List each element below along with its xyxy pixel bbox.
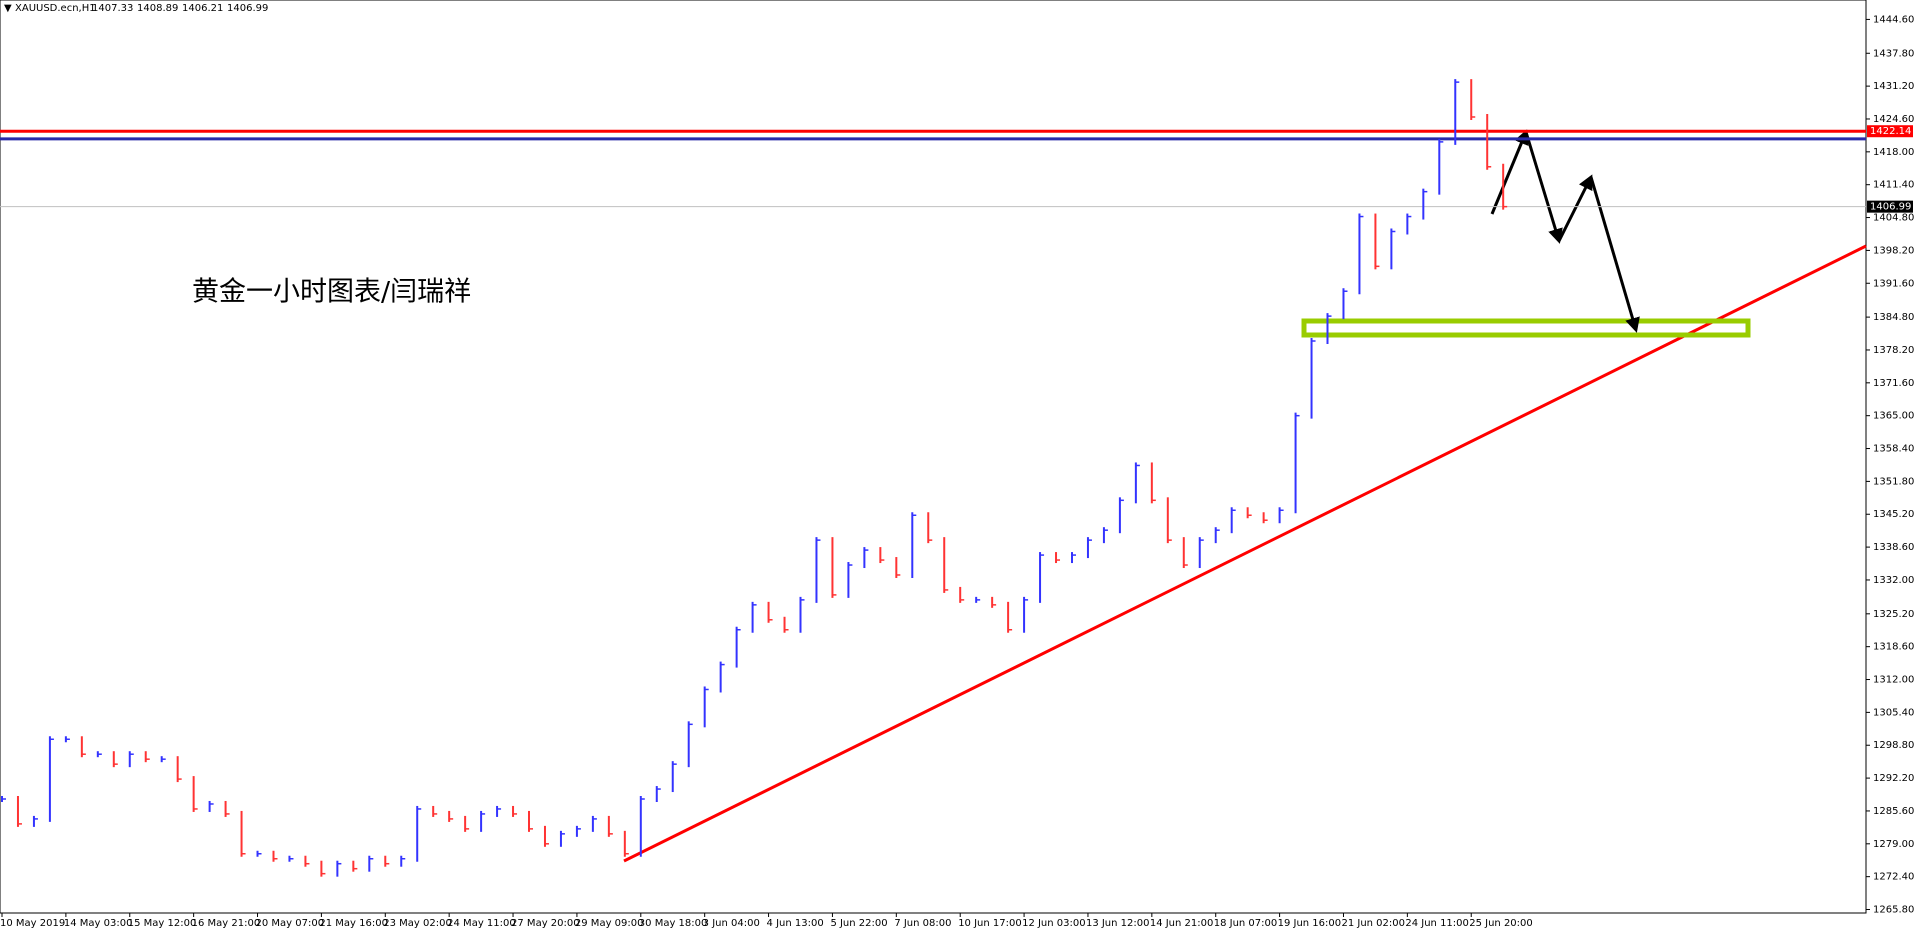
y-tick-label: 1351.80 xyxy=(1873,476,1914,487)
y-tick-label: 1305.40 xyxy=(1873,707,1914,718)
y-tick-label: 1444.60 xyxy=(1873,14,1914,25)
x-tick-label: 25 Jun 20:00 xyxy=(1469,918,1533,929)
y-tick-label: 1418.00 xyxy=(1873,147,1914,158)
y-tick-label: 1312.00 xyxy=(1873,675,1914,686)
forecast-arrow xyxy=(1490,129,1529,215)
x-tick-label: 4 Jun 13:00 xyxy=(767,918,824,929)
x-tick-label: 3 Jun 04:00 xyxy=(703,918,760,929)
y-tick-label: 1332.00 xyxy=(1873,575,1914,586)
y-tick-label: 1338.60 xyxy=(1873,542,1914,553)
current-price-tag xyxy=(1867,200,1913,213)
y-tick-label: 1384.80 xyxy=(1873,312,1914,323)
x-tick-label: 21 May 16:00 xyxy=(319,918,388,929)
x-tick-label: 14 May 03:00 xyxy=(64,918,133,929)
header-arrow: ▼ xyxy=(4,3,12,14)
y-tick-label: 1325.20 xyxy=(1873,609,1914,620)
symbol: XAUUSD.ecn,H1 xyxy=(15,3,96,14)
x-tick-label: 15 May 12:00 xyxy=(128,918,197,929)
x-tick-label: 23 May 02:00 xyxy=(383,918,452,929)
plot-frame xyxy=(0,0,1867,914)
y-tick-label: 1431.20 xyxy=(1873,81,1914,92)
price-level-label: 1422.14 xyxy=(1870,126,1911,137)
x-tick-label: 29 May 09:00 xyxy=(575,918,644,929)
x-tick-label: 18 Jun 07:00 xyxy=(1214,918,1278,929)
trend-line xyxy=(623,244,1867,863)
forecast-arrow xyxy=(1524,131,1563,244)
y-tick-label: 1279.00 xyxy=(1873,839,1914,850)
y-tick-label: 1345.20 xyxy=(1873,509,1914,520)
y-tick-label: 1272.40 xyxy=(1873,872,1914,883)
header-value: 1406.21 xyxy=(182,3,223,14)
x-tick-label: 10 Jun 17:00 xyxy=(958,918,1022,929)
annotation: 黄金一小时图表/闫瑞祥 xyxy=(192,277,471,308)
support-zone xyxy=(1301,318,1751,338)
x-tick-label: 24 Jun 11:00 xyxy=(1405,918,1469,929)
current-price-label: 1406.99 xyxy=(1870,202,1911,213)
x-tick-label: 20 May 07:00 xyxy=(256,918,325,929)
forecast-arrow xyxy=(1557,174,1593,242)
x-tick-label: 27 May 20:00 xyxy=(511,918,580,929)
y-tick-label: 1424.60 xyxy=(1873,114,1914,125)
y-tick-label: 1378.20 xyxy=(1873,345,1914,356)
y-tick-label: 1404.80 xyxy=(1873,213,1914,224)
y-tick-label: 1318.60 xyxy=(1873,642,1914,653)
x-tick-label: 24 May 11:00 xyxy=(447,918,516,929)
y-tick-label: 1292.20 xyxy=(1873,773,1914,784)
header-value: 1408.89 xyxy=(137,3,178,14)
y-tick-label: 1358.40 xyxy=(1873,444,1914,455)
x-tick-label: 30 May 18:00 xyxy=(639,918,708,929)
price-level-tag xyxy=(1867,125,1913,138)
x-tick-label: 16 May 21:00 xyxy=(192,918,261,929)
x-tick-label: 19 Jun 16:00 xyxy=(1278,918,1342,929)
x-tick-label: 5 Jun 22:00 xyxy=(830,918,887,929)
x-tick-label: 12 Jun 03:00 xyxy=(1022,918,1086,929)
y-tick-label: 1265.80 xyxy=(1873,905,1914,916)
y-tick-label: 1371.60 xyxy=(1873,378,1914,389)
y-tick-label: 1285.60 xyxy=(1873,806,1914,817)
y-tick-label: 1437.80 xyxy=(1873,48,1914,59)
x-tick-label: 13 Jun 12:00 xyxy=(1086,918,1150,929)
y-tick-label: 1391.60 xyxy=(1873,278,1914,289)
x-tick-label: 7 Jun 08:00 xyxy=(894,918,951,929)
y-tick-label: 1398.20 xyxy=(1873,245,1914,256)
y-tick-label: 1365.00 xyxy=(1873,411,1914,422)
header-value: 1407.33 xyxy=(92,3,133,14)
header-value: 1406.99 xyxy=(227,3,268,14)
forecast-arrow xyxy=(1589,176,1640,333)
y-tick-label: 1411.40 xyxy=(1873,180,1914,191)
y-tick-label: 1298.80 xyxy=(1873,740,1914,751)
x-tick-label: 21 Jun 02:00 xyxy=(1341,918,1405,929)
x-tick-label: 14 Jun 21:00 xyxy=(1150,918,1214,929)
x-tick-label: 10 May 2019 xyxy=(0,918,65,929)
